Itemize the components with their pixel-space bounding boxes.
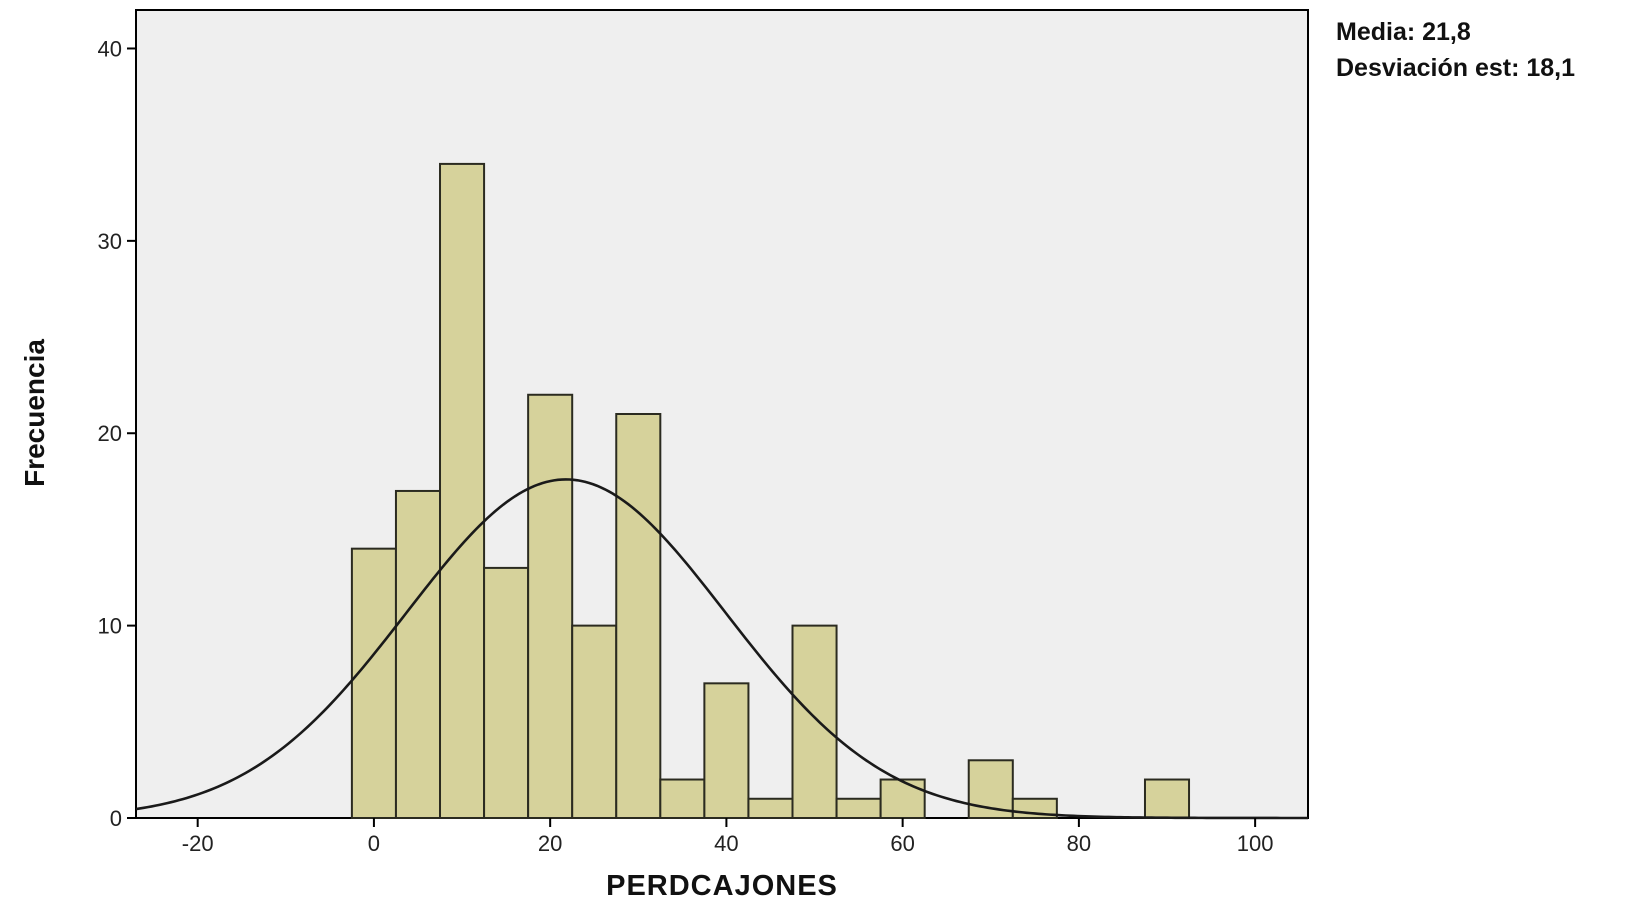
y-tick-label-1: 10 [98, 614, 122, 639]
x-tick-label-4: 60 [890, 831, 914, 856]
histogram-bar-10 [791, 624, 838, 819]
y-tick-label-3: 30 [98, 229, 122, 254]
x-tick-label-3: 40 [714, 831, 738, 856]
histogram-bar-2 [439, 162, 486, 819]
histogram-bar-12 [879, 778, 926, 819]
histogram-bar-15 [1143, 778, 1191, 819]
stat-std-dev: Desviación est: 18,1 [1336, 54, 1575, 82]
histogram-bar-1 [394, 489, 442, 819]
x-tick-label-1: 0 [368, 831, 380, 856]
y-tick-label-0: 0 [110, 806, 122, 831]
x-tick-label-2: 20 [538, 831, 562, 856]
histogram-bar-4 [527, 393, 574, 819]
histogram-bar-3 [483, 566, 530, 820]
x-tick-label-5: 80 [1067, 831, 1091, 856]
histogram-bar-6 [615, 413, 662, 819]
y-tick-label-4: 40 [98, 36, 122, 61]
x-tick-label-6: 100 [1237, 831, 1274, 856]
histogram-bar-0 [350, 547, 397, 820]
stat-mean: Media: 21,8 [1336, 18, 1471, 46]
x-tick-label-0: -20 [182, 831, 214, 856]
y-axis: 0 10 20 30 40 [98, 36, 136, 831]
histogram-bar-5 [571, 624, 618, 819]
histogram-bar-8 [703, 682, 750, 819]
normal-curve [135, 478, 1308, 820]
y-tick-label-2: 20 [98, 421, 122, 446]
x-axis-title: PERDCAJONES [606, 870, 838, 902]
histogram-bar-9 [747, 797, 794, 819]
histogram-bar-11 [835, 797, 882, 819]
x-axis: -20 0 20 40 60 80 100 [182, 818, 1274, 856]
bars-group [350, 162, 1191, 820]
y-axis-title: Frecuencia [19, 339, 50, 487]
histogram-bar-7 [659, 778, 706, 819]
